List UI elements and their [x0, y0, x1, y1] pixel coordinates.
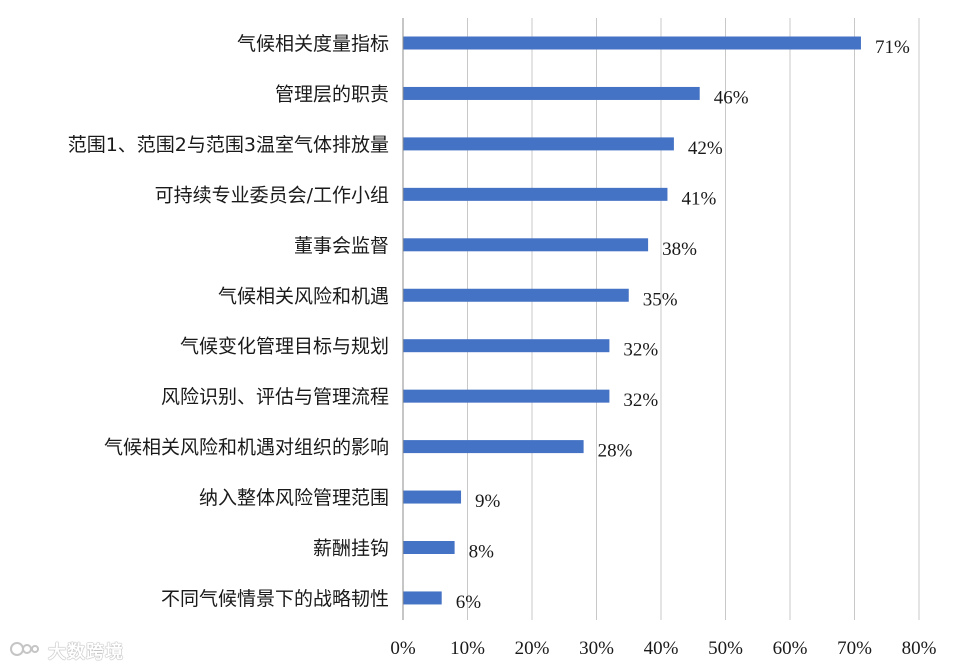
category-label: 风险识别、评估与管理流程	[161, 386, 389, 408]
bar	[403, 137, 674, 151]
watermark: 大数跨境	[8, 638, 124, 664]
x-tick-label: 70%	[837, 638, 872, 659]
watermark-text: 大数跨境	[48, 642, 124, 663]
category-label: 薪酬挂钩	[313, 538, 389, 560]
x-tick-label: 20%	[515, 638, 550, 659]
value-label: 6%	[456, 592, 482, 613]
bar	[403, 288, 629, 302]
bar	[403, 86, 700, 100]
x-tick-label: 60%	[773, 638, 808, 659]
bar	[403, 490, 462, 504]
value-label: 41%	[681, 188, 716, 209]
x-tick-label: 40%	[644, 638, 679, 659]
value-label: 32%	[623, 340, 658, 361]
bar	[403, 238, 649, 252]
value-label: 28%	[598, 441, 633, 462]
bar	[403, 541, 455, 554]
category-label: 气候相关度量指标	[237, 33, 389, 55]
bar	[403, 591, 442, 605]
value-label: 9%	[475, 491, 501, 512]
bar	[403, 187, 668, 201]
value-label: 71%	[875, 37, 910, 58]
value-label: 8%	[469, 542, 495, 563]
value-label: 38%	[662, 239, 697, 260]
bar	[403, 36, 861, 50]
value-labels: 71% 46% 42% 41% 38% 35% 32% 32% 28% 9% 8% 6%	[456, 37, 910, 613]
category-label: 气候相关风险和机遇对组织的影响	[104, 437, 389, 459]
bar	[403, 339, 610, 353]
value-label: 42%	[688, 138, 723, 159]
value-label: 32%	[623, 390, 658, 411]
category-labels: 气候相关度量指标管理层的职责范围1、范围2与范围3温室气体排放量可持续专业委员会…	[68, 33, 389, 610]
x-tick-label: 10%	[450, 638, 485, 659]
watermark-logo-icon	[8, 640, 44, 662]
bar	[403, 440, 584, 454]
category-label: 可持续专业委员会/工作小组	[155, 184, 389, 206]
category-label: 气候相关风险和机遇	[218, 285, 389, 307]
category-label: 董事会监督	[294, 235, 389, 257]
category-label: 气候变化管理目标与规划	[180, 336, 389, 358]
x-tick-label: 30%	[579, 638, 614, 659]
x-tick-label: 0%	[390, 638, 416, 659]
value-label: 46%	[714, 87, 749, 108]
category-label: 范围1、范围2与范围3温室气体排放量	[68, 134, 389, 156]
x-tick-label: 50%	[708, 638, 743, 659]
value-label: 35%	[643, 289, 678, 310]
category-label: 纳入整体风险管理范围	[199, 487, 389, 509]
category-label: 不同气候情景下的战略韧性	[161, 588, 389, 610]
grid-lines	[467, 18, 920, 620]
x-axis-tick-labels: 0% 10% 20% 30% 40% 50% 60% 70% 80%	[390, 638, 936, 659]
category-label: 管理层的职责	[275, 83, 389, 105]
bars	[403, 36, 861, 605]
bar	[403, 389, 610, 403]
x-tick-label: 80%	[902, 638, 937, 659]
